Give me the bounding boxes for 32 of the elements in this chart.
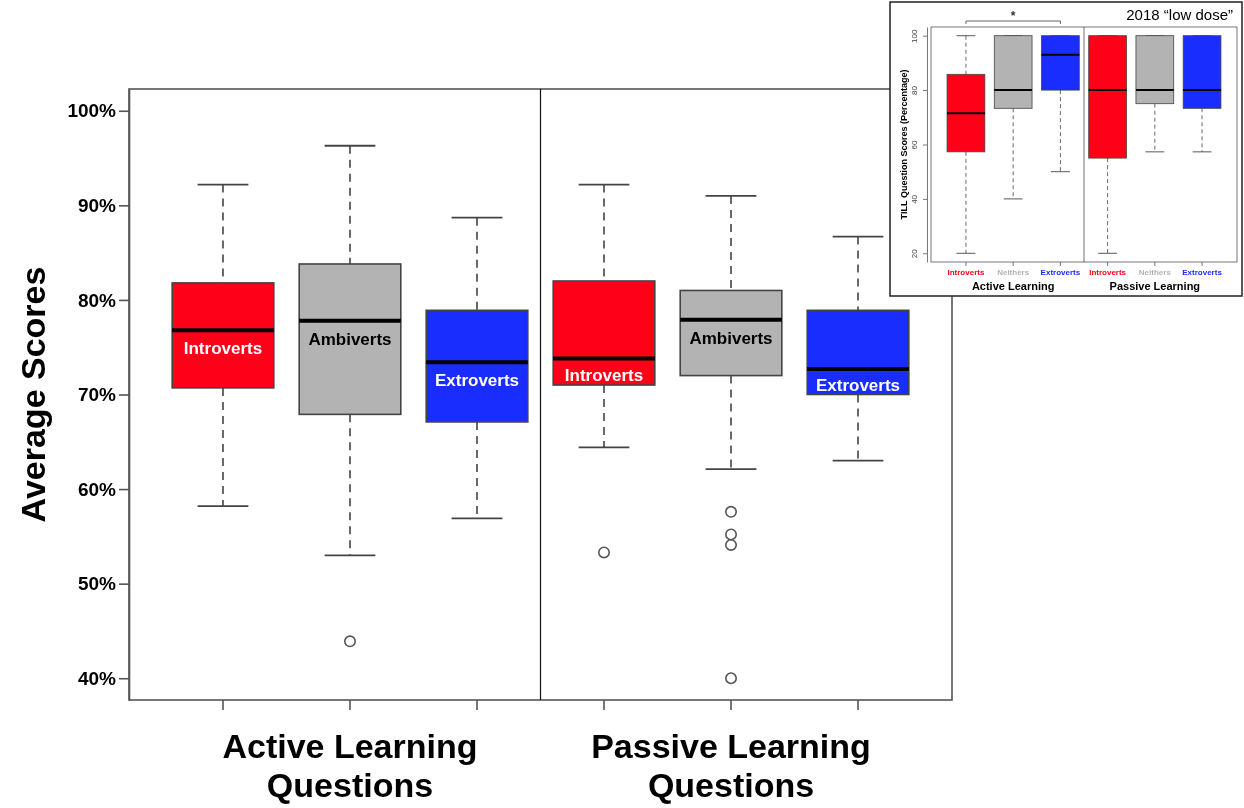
series-label: Ambiverts	[689, 328, 773, 348]
text: Introverts	[183, 339, 263, 359]
y-tick-label: 70%	[77, 384, 117, 406]
chart-title: 2018 “low dose”	[1126, 6, 1233, 23]
y-axis-title: TILL Question Scores (Percentage)	[899, 69, 909, 220]
series-label: Extroverts	[815, 375, 901, 395]
x-tick-label: Active Learning Questions	[222, 727, 478, 805]
y-tick-label: 60	[910, 140, 919, 150]
text: *	[1010, 9, 1016, 23]
text: Introverts	[1089, 268, 1127, 277]
y-axis-title: Average Scores	[13, 266, 52, 523]
series-label: Introverts	[564, 366, 644, 386]
y-tick-label: 40%	[77, 667, 117, 689]
y-tick-label: 100%	[67, 100, 117, 122]
y-tick-label: 50%	[77, 573, 117, 595]
y-tick-label: 20	[910, 248, 919, 259]
x-tick-label: Passive Learning	[1109, 280, 1201, 292]
text: Neithers	[1138, 268, 1171, 277]
text: Extroverts	[434, 371, 520, 391]
y-tick-label: 90%	[77, 194, 117, 216]
text: Introverts	[947, 268, 985, 277]
text: Extroverts	[1182, 268, 1223, 277]
x-tick-label: Passive Learning Questions	[591, 727, 871, 805]
text: Ambiverts	[308, 329, 392, 349]
y-tick-label: 40	[910, 194, 919, 204]
y-tick-label: 60%	[77, 478, 117, 500]
text: Neithers	[997, 268, 1030, 277]
x-tick-label: Active Learning	[971, 280, 1055, 292]
y-tick-label: 80%	[77, 289, 117, 311]
y-tick-label: 80	[910, 85, 919, 96]
y-tick-label: 100	[910, 28, 919, 43]
text: Extroverts	[1040, 268, 1081, 277]
